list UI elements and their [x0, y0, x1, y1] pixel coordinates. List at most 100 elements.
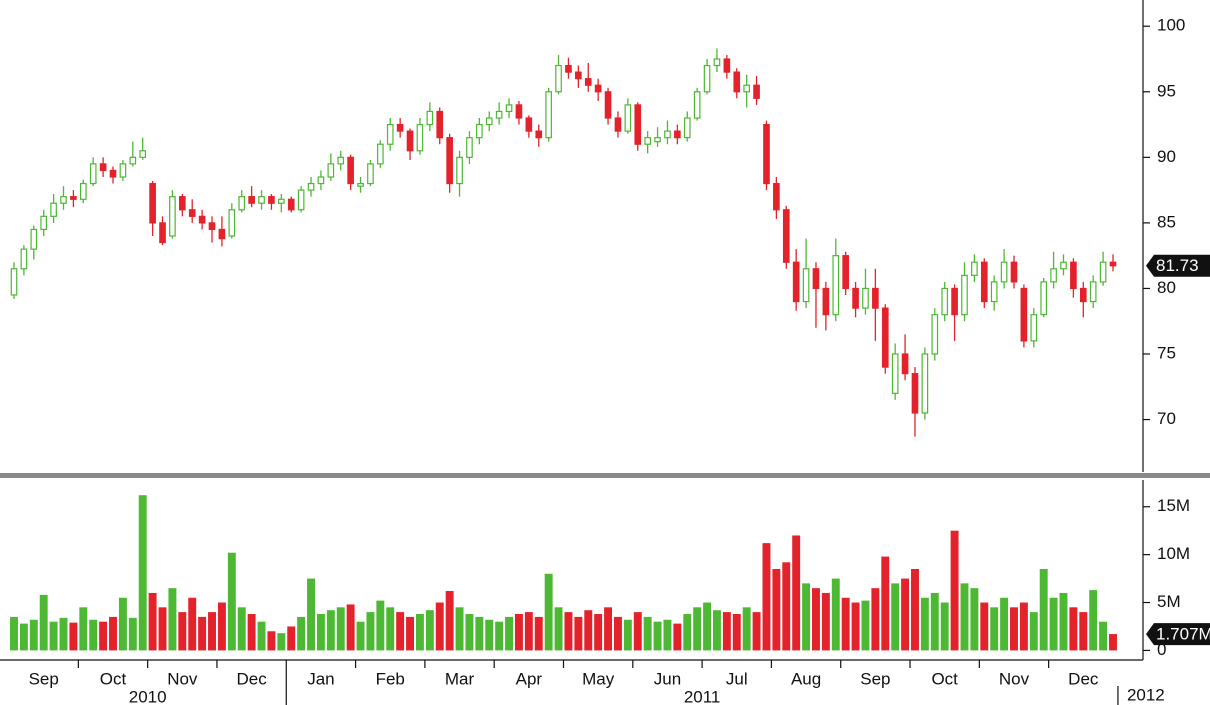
- volume-bar: [891, 583, 900, 651]
- candle-body: [1089, 281, 1097, 303]
- volume-bar: [792, 535, 801, 651]
- volume-bar: [128, 617, 137, 651]
- volume-bar: [643, 616, 652, 651]
- candle-body: [406, 130, 414, 152]
- candle-body: [594, 84, 602, 93]
- candle-body: [951, 287, 958, 316]
- volume-tick-label: 15M: [1157, 496, 1190, 515]
- volume-bar: [881, 556, 890, 651]
- volume-bar: [1039, 569, 1048, 651]
- candle-body: [188, 209, 196, 217]
- x-tick-label: Jan: [307, 669, 334, 688]
- candle-body: [565, 64, 572, 73]
- candle-body: [337, 156, 345, 165]
- volume-bar: [742, 607, 751, 651]
- year-label: 2010: [129, 687, 167, 705]
- volume-bar: [39, 594, 48, 651]
- x-tick-label: Apr: [516, 669, 543, 688]
- volume-bar: [930, 592, 939, 651]
- y-tick-label: 90: [1157, 147, 1176, 166]
- volume-bar: [445, 591, 454, 651]
- candle-body: [416, 123, 424, 152]
- candle-body: [287, 198, 295, 211]
- candle-body: [159, 222, 166, 244]
- volume-bar: [99, 621, 108, 651]
- candle-body: [713, 58, 721, 67]
- volume-bar: [168, 588, 177, 651]
- volume-bar: [307, 578, 315, 651]
- candle-body: [208, 222, 216, 231]
- volume-bar: [1099, 621, 1108, 651]
- x-tick-label: Jun: [654, 669, 681, 688]
- candle-body: [842, 255, 849, 290]
- candle-body: [753, 84, 760, 99]
- candle-body: [1099, 261, 1107, 283]
- candle-body: [535, 130, 543, 139]
- volume-bar: [633, 612, 642, 651]
- candle-body: [149, 182, 156, 224]
- volume-bar: [534, 616, 543, 651]
- candle-body: [307, 182, 315, 191]
- x-tick-label: Oct: [931, 669, 958, 688]
- volume-bar: [415, 614, 424, 651]
- volume-bar: [604, 607, 613, 651]
- candle-body: [1010, 261, 1018, 283]
- volume-bar: [326, 610, 335, 651]
- volume-bar: [752, 612, 761, 651]
- y-tick-label: 80: [1157, 278, 1176, 297]
- volume-bar: [1000, 597, 1009, 651]
- candle-body: [990, 281, 998, 303]
- last-volume-label-bg: [1146, 623, 1210, 646]
- candle-body: [446, 137, 453, 185]
- volume-bar: [920, 597, 929, 651]
- volume-bar: [297, 616, 306, 651]
- volume-bar: [118, 597, 127, 651]
- x-tick-label: May: [582, 669, 615, 688]
- candle-body: [1079, 287, 1087, 303]
- candle-body: [604, 91, 612, 119]
- volume-bar: [386, 607, 395, 651]
- candle-body: [1060, 261, 1067, 270]
- candle-body: [1020, 287, 1028, 342]
- candle-body: [931, 314, 939, 355]
- y-tick-label: 85: [1157, 212, 1176, 231]
- candle-body: [396, 123, 404, 132]
- volume-bar: [109, 616, 117, 651]
- volume-bar: [950, 530, 959, 651]
- volume-bar: [237, 607, 246, 651]
- candle-body: [980, 261, 988, 303]
- volume-bar: [396, 612, 405, 651]
- candle-body: [505, 104, 513, 113]
- candle-body: [782, 209, 790, 263]
- volume-bar: [762, 543, 771, 651]
- volume-bar: [802, 583, 811, 651]
- volume-bar: [366, 612, 375, 651]
- x-tick-label: Nov: [167, 669, 198, 688]
- candle-body: [812, 268, 820, 290]
- candle-body: [1040, 281, 1048, 316]
- year-label: 2012: [1127, 685, 1165, 704]
- candle-body: [971, 261, 978, 276]
- volume-bar: [831, 578, 840, 651]
- candle-body: [674, 130, 681, 139]
- volume-bar: [287, 626, 296, 651]
- candle-body: [278, 198, 285, 204]
- candle-body: [545, 91, 552, 139]
- candle-body: [555, 64, 562, 93]
- year-label: 2011: [684, 687, 721, 705]
- candle-body: [575, 71, 582, 80]
- candle-body: [1050, 268, 1057, 283]
- volume-bar: [475, 616, 484, 651]
- candle-body: [624, 104, 632, 132]
- volume-bar: [722, 612, 731, 651]
- candle-body: [357, 182, 364, 187]
- candle-body: [614, 117, 622, 132]
- volume-bar: [960, 583, 969, 651]
- volume-bar: [1049, 597, 1058, 651]
- candle-body: [584, 78, 592, 86]
- candle-body: [198, 215, 206, 224]
- candle-body: [466, 137, 473, 158]
- volume-bar: [29, 619, 38, 651]
- volume-bar: [970, 588, 979, 651]
- candle-body: [228, 209, 236, 237]
